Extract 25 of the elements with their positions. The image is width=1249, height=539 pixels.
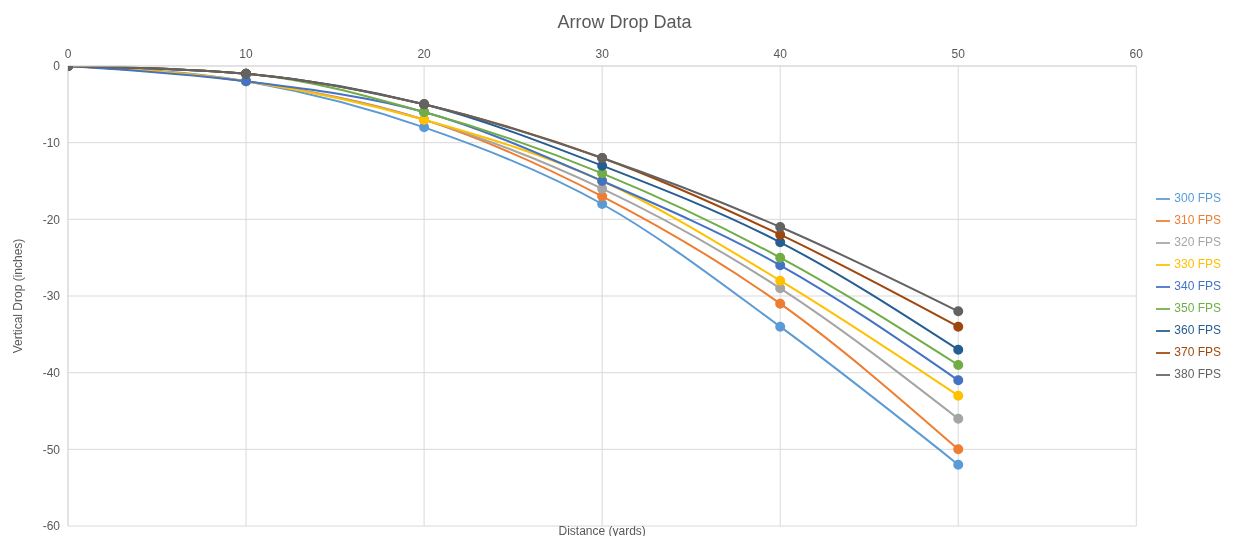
x-tick-label: 50: [951, 47, 966, 61]
legend-label: 360 FPS: [1174, 323, 1221, 337]
x-tick-label: 10: [239, 47, 254, 61]
y-tick-label: -60: [42, 519, 61, 534]
legend-label: 300 FPS: [1174, 191, 1221, 205]
legend-label: 370 FPS: [1174, 345, 1221, 359]
legend-label: 380 FPS: [1174, 367, 1221, 381]
legend-label: 330 FPS: [1174, 257, 1221, 271]
x-tick-label: 0: [64, 47, 72, 61]
x-tick-label: 30: [595, 47, 610, 61]
y-tick-label: -50: [42, 442, 61, 457]
legend-label: 340 FPS: [1174, 279, 1221, 293]
y-tick-label: -30: [42, 289, 61, 304]
chart-title: Arrow Drop Data: [556, 11, 693, 34]
y-axis-title: Vertical Drop (inches): [11, 238, 26, 354]
legend-label: 310 FPS: [1174, 213, 1221, 227]
y-tick-label: -10: [42, 135, 61, 150]
x-tick-label: 40: [773, 47, 788, 61]
y-tick-label: -20: [42, 212, 61, 227]
x-tick-label: 20: [417, 47, 432, 61]
y-tick-label: -40: [42, 365, 61, 380]
legend-label: 320 FPS: [1174, 235, 1221, 249]
y-tick-label: 0: [53, 59, 61, 74]
legend-label: 350 FPS: [1174, 301, 1221, 315]
x-tick-label: 60: [1129, 47, 1144, 61]
